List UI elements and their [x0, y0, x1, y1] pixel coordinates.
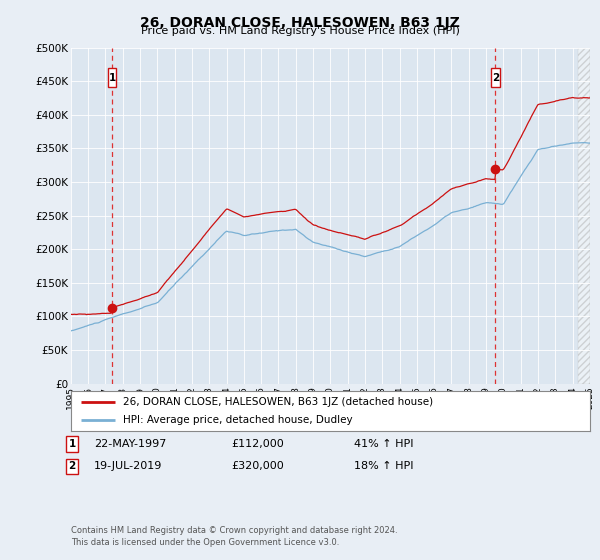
- Text: 22-MAY-1997: 22-MAY-1997: [94, 439, 167, 449]
- Text: 18% ↑ HPI: 18% ↑ HPI: [354, 461, 413, 472]
- Text: HPI: Average price, detached house, Dudley: HPI: Average price, detached house, Dudl…: [123, 416, 352, 425]
- Text: 19-JUL-2019: 19-JUL-2019: [94, 461, 163, 472]
- Text: 2: 2: [492, 73, 499, 83]
- Text: 26, DORAN CLOSE, HALESOWEN, B63 1JZ (detached house): 26, DORAN CLOSE, HALESOWEN, B63 1JZ (det…: [123, 397, 433, 407]
- Text: 1: 1: [68, 439, 76, 449]
- Text: Contains HM Land Registry data © Crown copyright and database right 2024.
This d: Contains HM Land Registry data © Crown c…: [71, 526, 397, 547]
- Text: 41% ↑ HPI: 41% ↑ HPI: [354, 439, 413, 449]
- Text: 1: 1: [109, 73, 116, 83]
- Text: 26, DORAN CLOSE, HALESOWEN, B63 1JZ: 26, DORAN CLOSE, HALESOWEN, B63 1JZ: [140, 16, 460, 30]
- Text: £320,000: £320,000: [231, 461, 284, 472]
- Text: 2: 2: [68, 461, 76, 472]
- Text: £112,000: £112,000: [231, 439, 284, 449]
- FancyBboxPatch shape: [491, 68, 500, 87]
- Bar: [578, 48, 590, 384]
- Text: Price paid vs. HM Land Registry's House Price Index (HPI): Price paid vs. HM Land Registry's House …: [140, 26, 460, 36]
- FancyBboxPatch shape: [107, 68, 116, 87]
